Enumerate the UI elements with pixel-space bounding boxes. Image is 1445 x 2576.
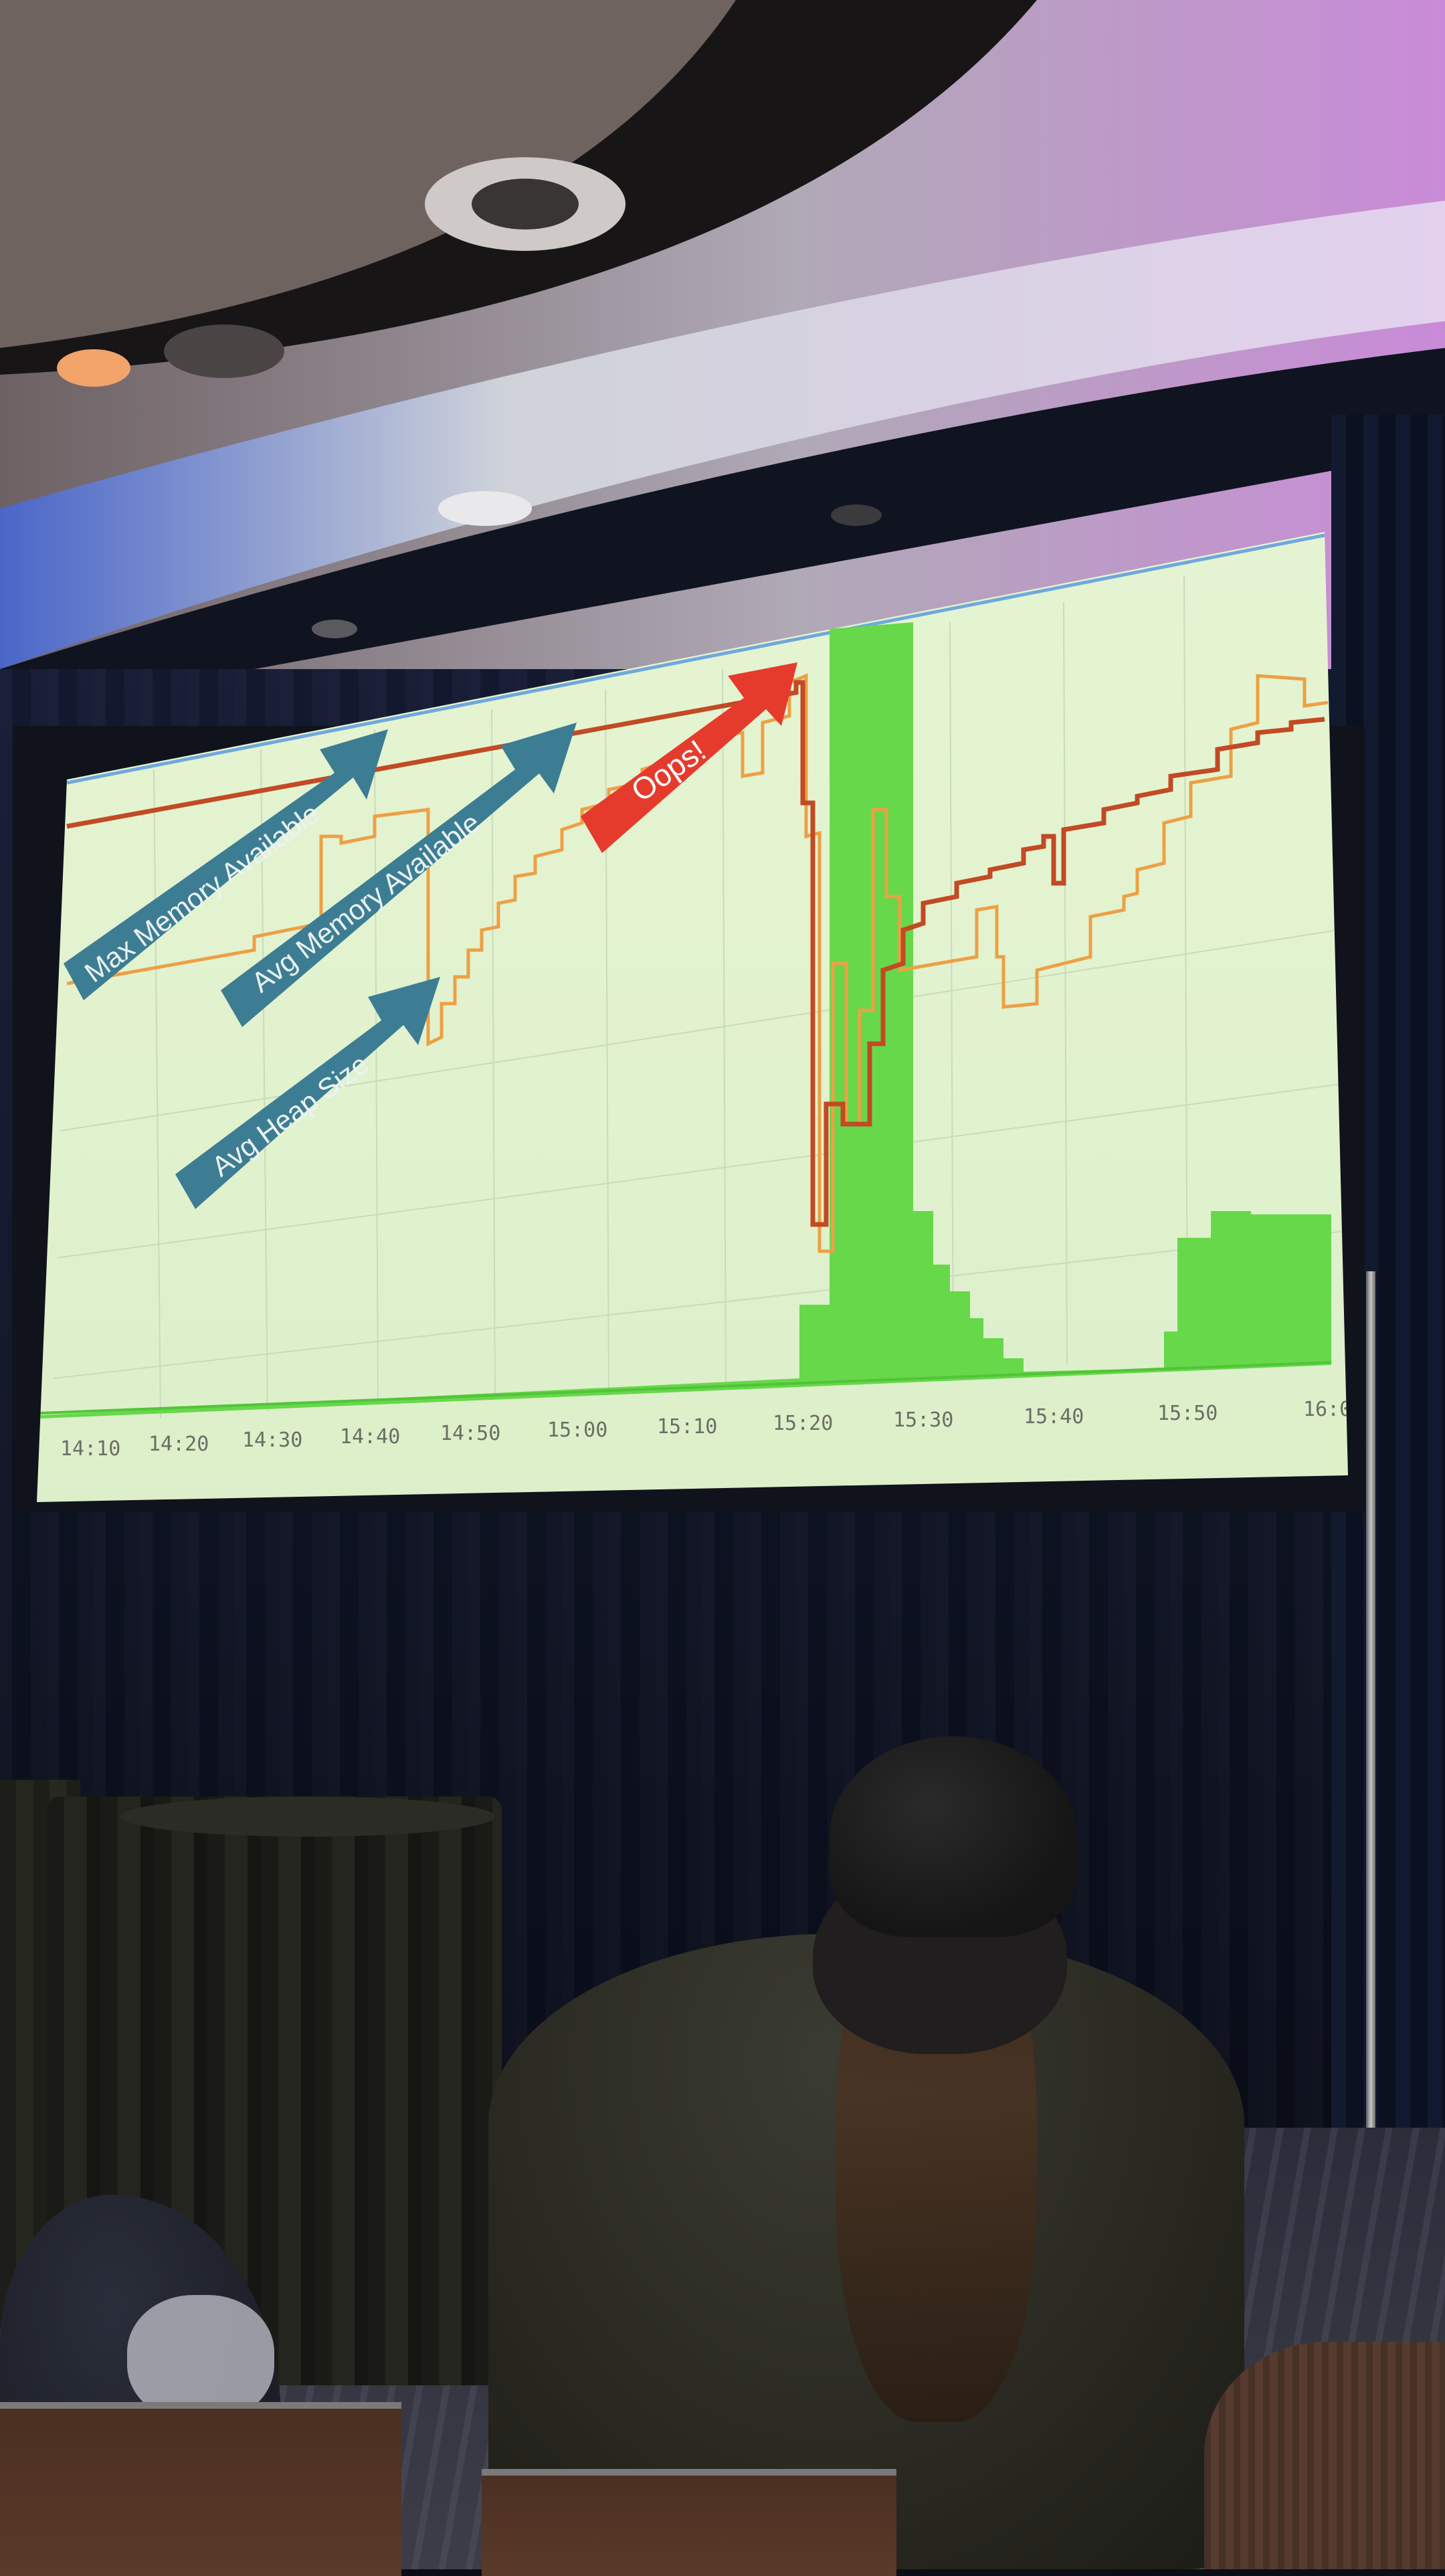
- memory-chart: Max Memory Available Avg Memory Availabl…: [39, 533, 1351, 1461]
- annotation-oops: Oops!: [581, 662, 797, 853]
- x-tick-label: 14:10: [60, 1437, 120, 1461]
- svg-text:Oops!: Oops!: [625, 733, 712, 808]
- screen-stand: [1366, 1271, 1375, 2208]
- chair-back-left: [0, 2402, 401, 2576]
- x-tick-label: 14:30: [242, 1429, 302, 1452]
- ceiling: [0, 0, 1445, 736]
- x-tick-label: 16:0: [1303, 1398, 1351, 1421]
- x-tick-label: 14:50: [440, 1422, 500, 1445]
- x-tick-label: 14:20: [149, 1433, 209, 1456]
- x-tick-label: 14:40: [340, 1425, 400, 1449]
- audience-member-knee: [127, 2295, 274, 2422]
- max-memory-series: [66, 680, 1325, 1227]
- chair-back-right: [1204, 2342, 1445, 2569]
- x-tick-label: 15:20: [773, 1412, 833, 1435]
- cocktail-table-top: [120, 1797, 495, 1837]
- chart-grid: [53, 575, 1345, 1419]
- x-tick-label: 15:10: [657, 1415, 717, 1439]
- svg-text:Avg Heap Size: Avg Heap Size: [206, 1048, 375, 1182]
- x-tick-label: 15:50: [1157, 1402, 1218, 1425]
- top-boundary-line: [66, 533, 1325, 785]
- annotation-avg-heap: Avg Heap Size: [175, 977, 440, 1209]
- x-tick-label: 15:30: [893, 1408, 953, 1432]
- x-tick-label: 15:00: [547, 1418, 607, 1442]
- heap-area-series: [40, 622, 1331, 1418]
- x-axis: 14:10 14:20 14:30 14:40 14:50 15:00 15:1…: [60, 1398, 1351, 1461]
- audience-member-cap: [830, 1736, 1077, 1937]
- x-tick-label: 15:40: [1024, 1405, 1084, 1429]
- chair-back-middle: [482, 2469, 896, 2576]
- avg-memory-series: [66, 673, 1329, 1253]
